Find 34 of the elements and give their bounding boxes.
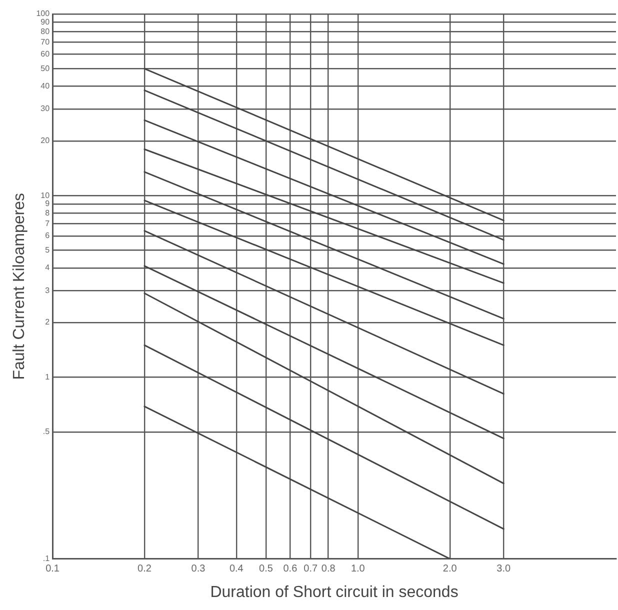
x-tick-label: 0.6 <box>283 564 298 575</box>
x-tick-label: 0.7 <box>304 564 318 575</box>
y-tick-label: 5 <box>45 245 50 254</box>
x-tick-label: 0.3 <box>191 564 206 575</box>
x-tick-label: 2.0 <box>442 564 458 575</box>
x-tick-label: 0.2 <box>138 564 152 575</box>
y-tick-label: 30 <box>40 104 50 114</box>
y-tick-label: 70 <box>40 37 50 46</box>
y-tick-label: 6 <box>45 231 50 240</box>
y-tick-label: 60 <box>40 49 50 58</box>
y-tick-label: 80 <box>40 26 50 36</box>
y-tick-label: 2 <box>45 318 50 327</box>
y-tick-label: 7 <box>45 218 50 228</box>
y-tick-label: 40 <box>40 81 50 90</box>
x-tick-label: 0.5 <box>259 564 274 575</box>
y-tick-label: .5 <box>42 427 50 436</box>
y-tick-label: 8 <box>45 208 50 218</box>
y-tick-label: 50 <box>40 64 50 73</box>
y-tick-label: 10 <box>40 190 50 200</box>
x-tick-label: 0.4 <box>229 564 244 575</box>
x-tick-label: 1.0 <box>350 564 366 575</box>
x-tick-label: 0.8 <box>321 564 336 575</box>
y-tick-label: 1 <box>45 372 50 382</box>
y-tick-label: 90 <box>40 18 50 27</box>
y-tick-label: .1 <box>42 554 50 564</box>
y-axis-title: Fault Current Kiloamperes <box>11 193 28 380</box>
x-tick-label: 0.1 <box>46 564 60 575</box>
y-tick-label: 4 <box>45 263 50 272</box>
y-tick-label: 9 <box>45 199 50 208</box>
x-tick-label: 3.0 <box>496 564 512 575</box>
y-tick-label: 3 <box>45 286 50 295</box>
y-tick-label: 20 <box>40 136 50 146</box>
x-axis-title: Duration of Short circuit in seconds <box>210 584 458 601</box>
y-tick-label: 100 <box>36 9 50 18</box>
